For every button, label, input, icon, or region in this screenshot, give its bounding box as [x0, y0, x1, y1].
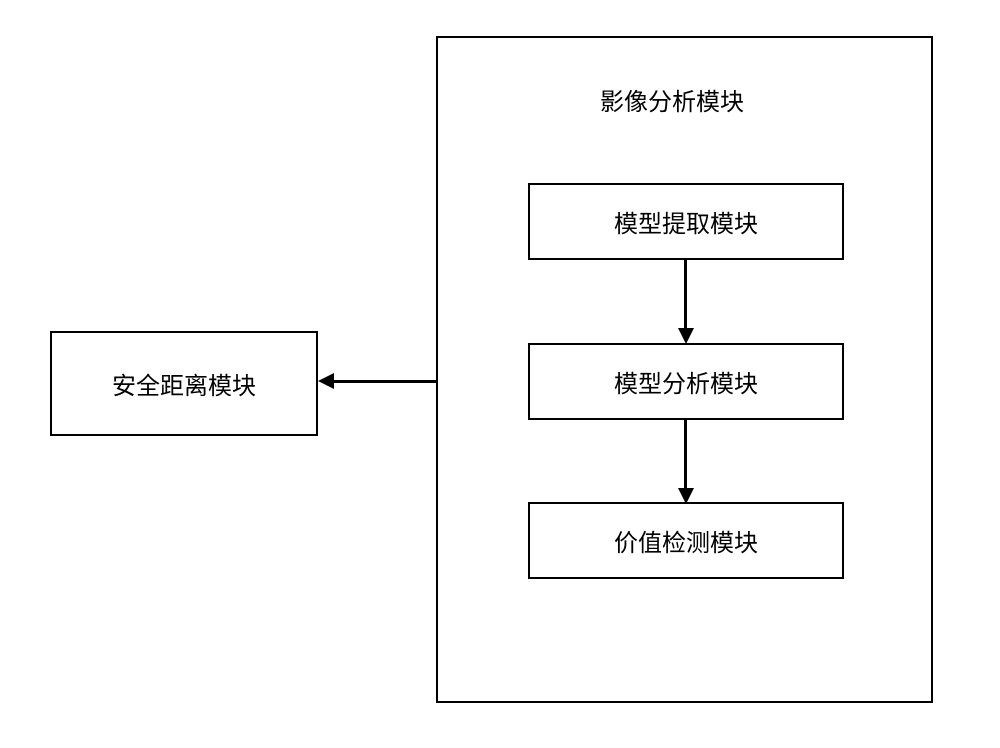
- arrow-head-analyze-to-detect: [678, 488, 694, 504]
- container-title: 影像分析模块: [600, 82, 744, 117]
- arrow-head-container-to-left: [318, 373, 334, 389]
- arrow-head-extract-to-analyze: [678, 328, 694, 344]
- arrow-analyze-to-detect: [684, 420, 687, 488]
- model-extract-label: 模型提取模块: [614, 204, 758, 239]
- model-extract-module: 模型提取模块: [528, 183, 844, 260]
- arrow-extract-to-analyze: [684, 260, 687, 328]
- value-detect-label: 价值检测模块: [614, 523, 758, 558]
- safety-distance-label: 安全距离模块: [112, 366, 256, 401]
- model-analyze-label: 模型分析模块: [614, 364, 758, 399]
- model-analyze-module: 模型分析模块: [528, 343, 844, 420]
- arrow-container-to-left: [332, 380, 436, 383]
- safety-distance-module: 安全距离模块: [50, 331, 318, 436]
- value-detect-module: 价值检测模块: [528, 502, 844, 579]
